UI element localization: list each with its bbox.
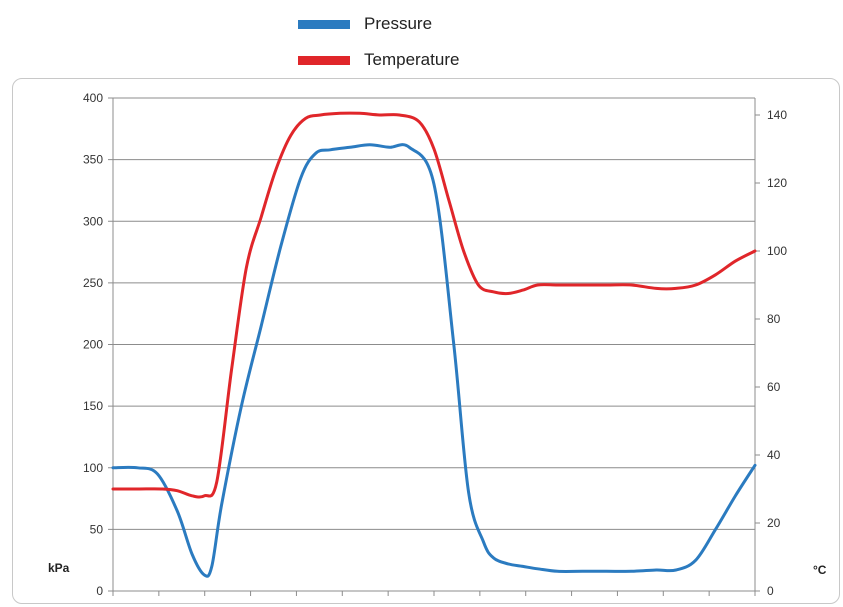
left-tick-label-100: 100	[83, 461, 103, 475]
right-tick-label-80: 80	[767, 312, 781, 326]
right-axis-unit-label: °C	[813, 563, 827, 577]
axes	[108, 97, 760, 596]
right-tick-label-40: 40	[767, 448, 781, 462]
legend-swatch-pressure	[298, 19, 350, 29]
right-tick-label-140: 140	[767, 108, 787, 122]
legend-swatch-temperature	[298, 55, 350, 65]
legend-label-pressure: Pressure	[364, 14, 433, 33]
right-tick-label-60: 60	[767, 380, 781, 394]
left-tick-label-200: 200	[83, 338, 103, 352]
left-tick-label-400: 400	[83, 91, 103, 105]
series-lines	[111, 111, 757, 578]
left-tick-label-350: 350	[83, 153, 103, 167]
right-tick-label-100: 100	[767, 244, 787, 258]
series-line-pressure	[111, 143, 757, 578]
left-axis-unit-label: kPa	[48, 561, 70, 575]
series-line-temperature	[111, 111, 757, 499]
axis-labels: kPa °C 0 50 100 150 200 250 300 350 400 0 20 40 60 80…	[48, 91, 827, 598]
right-tick-label-0: 0	[767, 584, 774, 598]
left-tick-label-0: 0	[96, 584, 103, 598]
left-tick-label-150: 150	[83, 399, 103, 413]
grid-lines	[113, 97, 755, 530]
legend-label-temperature: Temperature	[364, 50, 460, 69]
chart-frame	[12, 78, 840, 604]
legend: Pressure Temperature	[298, 6, 459, 78]
left-tick-label-250: 250	[83, 276, 103, 290]
legend-item-temperature: Temperature	[298, 42, 459, 78]
right-tick-label-120: 120	[767, 176, 787, 190]
left-tick-label-300: 300	[83, 214, 103, 228]
left-tick-label-50: 50	[90, 522, 104, 536]
legend-item-pressure: Pressure	[298, 6, 459, 42]
right-tick-label-20: 20	[767, 516, 781, 530]
